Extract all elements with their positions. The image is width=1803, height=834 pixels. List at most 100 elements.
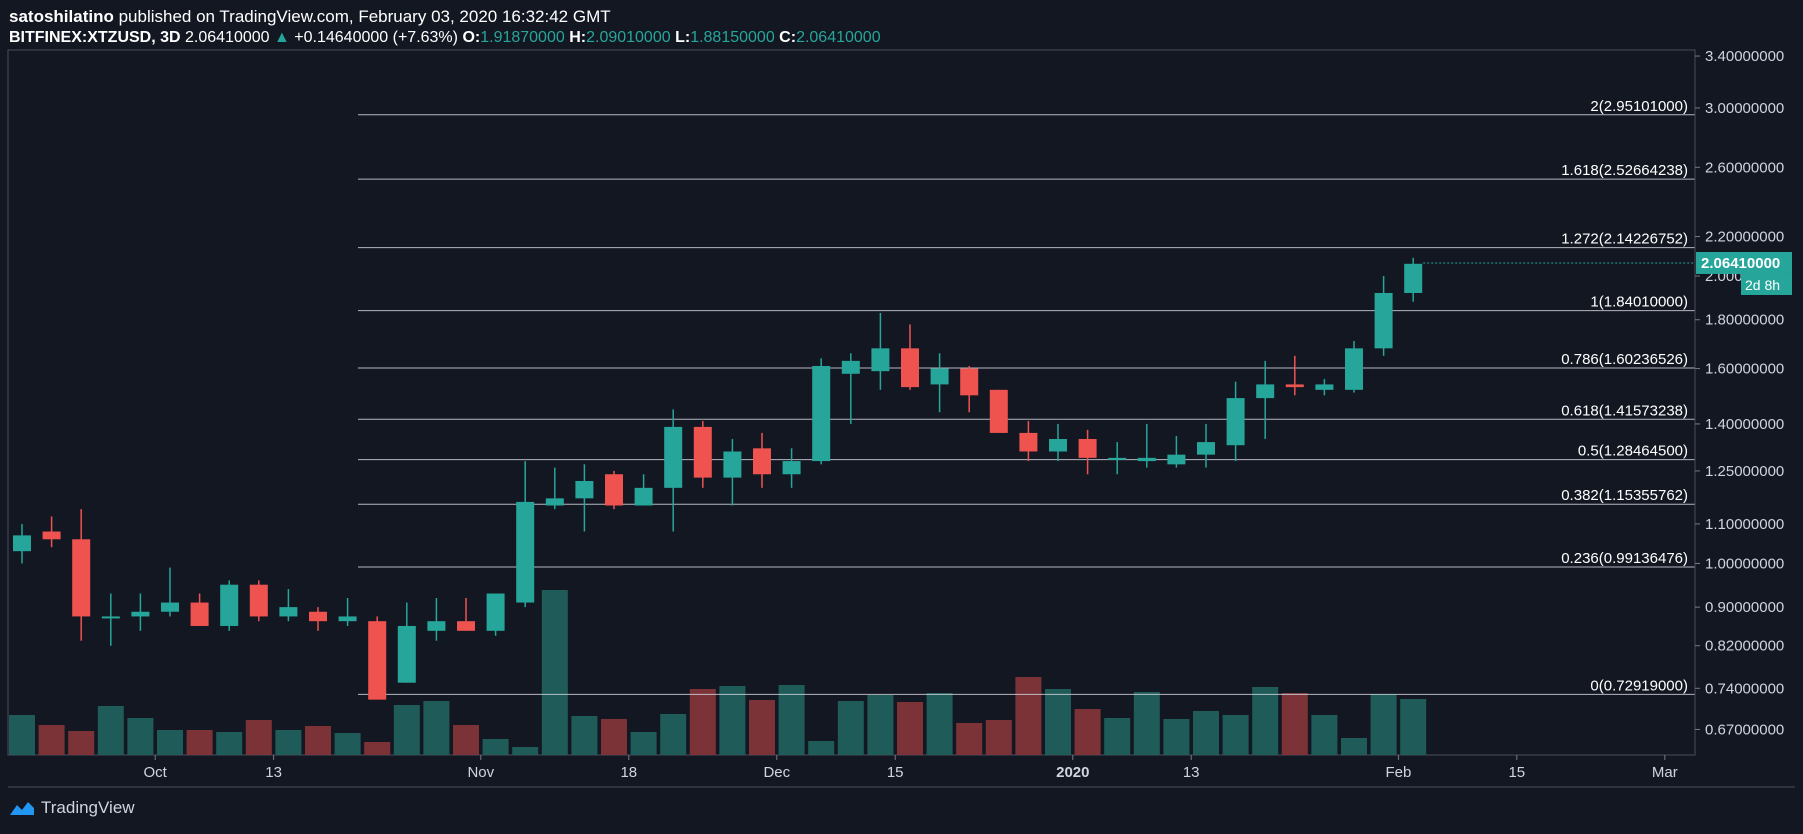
fib-level-label: 2(2.95101000) [1590, 98, 1688, 115]
volume-bar [985, 720, 1012, 755]
candle-body [605, 474, 623, 506]
last-price: 2.06410000 [185, 29, 270, 46]
candle-body [249, 584, 268, 617]
y-tick-label: 2.20000000 [1705, 229, 1784, 246]
candle-body [1404, 263, 1423, 293]
candle-body [664, 426, 683, 488]
x-tick-label: 2020 [1056, 764, 1089, 781]
countdown-badge [1741, 273, 1792, 295]
candle-body [101, 616, 120, 619]
candle-body [753, 448, 771, 475]
up-arrow-icon: ▲ [274, 29, 290, 46]
volume-bar [660, 714, 687, 755]
volume-bar [778, 685, 805, 755]
volume-bar [1015, 677, 1042, 755]
close-label: C: [779, 29, 797, 46]
candle-body [368, 621, 387, 700]
volume-bar [423, 701, 450, 755]
volume-bar [68, 731, 95, 755]
volume-bar [837, 701, 864, 755]
open-label: O: [462, 29, 481, 46]
x-tick-label: 15 [887, 764, 904, 781]
footer-brand: TradingView [9, 798, 135, 818]
volume-bar [1311, 715, 1338, 755]
candle-body [960, 368, 979, 396]
candle-body [1078, 439, 1097, 458]
x-tick-label: 15 [1508, 764, 1525, 781]
volume-bar [1104, 718, 1131, 755]
x-tick-label: Dec [763, 764, 790, 781]
y-tick-label: 1.40000000 [1705, 416, 1784, 433]
candle-body [1285, 384, 1304, 388]
brand-label: TradingView [41, 798, 135, 817]
candle-body [901, 348, 919, 388]
candle-body [989, 389, 1008, 433]
symbol-label[interactable]: BITFINEX:XTZUSD, 3D [9, 29, 181, 46]
volume-bar [1252, 687, 1279, 755]
x-tick-label: 13 [265, 764, 282, 781]
high-value: 2.09010000 [586, 29, 671, 46]
y-tick-label: 1.00000000 [1705, 555, 1784, 572]
volume-bar [956, 723, 983, 755]
candle-body [782, 461, 801, 475]
volume-bar [364, 742, 391, 755]
tradingview-logo-icon [10, 802, 34, 815]
y-tick-label: 2.60000000 [1705, 159, 1784, 176]
volume-bar [601, 719, 627, 755]
volume-bar [512, 747, 539, 755]
candle-body [1019, 432, 1038, 452]
candle-body [1167, 454, 1186, 465]
author-name[interactable]: satoshilatino [9, 7, 114, 26]
high-label: H: [569, 29, 587, 46]
candle-body [1374, 292, 1393, 349]
volume-bar [541, 590, 568, 755]
volume-bar [305, 726, 331, 755]
candle-body [220, 584, 239, 626]
last-price-label: 2.06410000 [1701, 255, 1780, 272]
volume-bar [897, 702, 923, 755]
volume-bar [1222, 715, 1249, 755]
candle-body [427, 621, 446, 631]
y-tick-label: 3.00000000 [1705, 100, 1784, 117]
fib-level-label: 0.5(1.28464500) [1578, 443, 1688, 460]
fib-level-label: 0.236(0.99136476) [1561, 550, 1688, 567]
close-value: 2.06410000 [796, 29, 881, 46]
symbol-header: BITFINEX:XTZUSD, 3D 2.06410000 ▲ +0.1464… [9, 29, 881, 47]
fib-level-label: 0.382(1.15355762) [1561, 487, 1688, 504]
candle-body [930, 368, 949, 385]
open-value: 1.91870000 [480, 29, 565, 46]
fib-level-label: 0.786(1.60236526) [1561, 351, 1688, 368]
volume-bar [808, 741, 835, 755]
y-tick-label: 3.40000000 [1705, 48, 1784, 65]
y-tick-label: 0.90000000 [1705, 599, 1784, 616]
volume-bar [245, 720, 272, 755]
volume-bar [1400, 699, 1427, 755]
volume-bar [453, 725, 479, 755]
price-change: +0.14640000 (+7.63%) [294, 29, 458, 46]
candle-body [131, 611, 150, 617]
candle-body [841, 360, 860, 374]
fib-level-label: 1.272(2.14226752) [1561, 231, 1688, 248]
countdown-label: 2d 8h [1745, 277, 1780, 293]
candle-body [190, 602, 209, 626]
candle-body [161, 602, 179, 612]
volume-bar [630, 732, 657, 755]
volume-bar [1281, 693, 1308, 755]
x-tick-label: Nov [467, 764, 494, 781]
low-value: 1.88150000 [690, 29, 775, 46]
x-tick-label: 18 [620, 764, 637, 781]
fib-level-label: 0(0.72919000) [1590, 677, 1688, 694]
publish-header: satoshilatino published on TradingView.c… [9, 7, 611, 27]
y-tick-label: 0.82000000 [1705, 638, 1784, 655]
x-tick-label: Feb [1385, 764, 1411, 781]
candle-body [812, 365, 831, 462]
published-text: published on TradingView.com, February 0… [118, 7, 611, 26]
volume-bar [867, 695, 894, 755]
candle-body [309, 611, 327, 622]
volume-bar [1193, 711, 1219, 755]
candle-body [13, 535, 31, 552]
volume-bar [482, 739, 509, 755]
candle-body [516, 501, 535, 603]
